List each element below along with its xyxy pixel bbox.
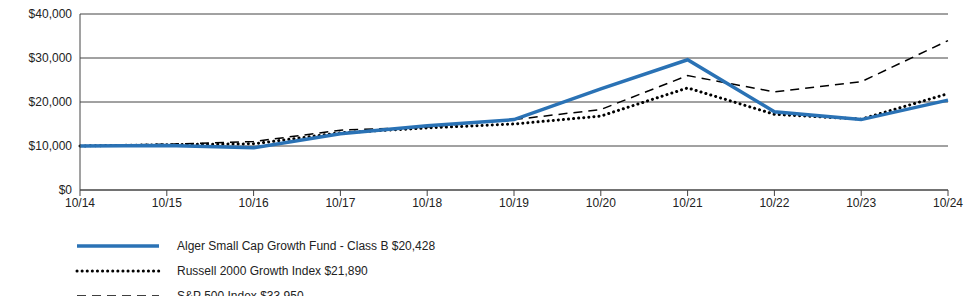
svg-text:10/19: 10/19 xyxy=(499,196,529,210)
svg-text:10/20: 10/20 xyxy=(586,196,616,210)
svg-text:$40,000: $40,000 xyxy=(29,8,73,21)
svg-text:10/18: 10/18 xyxy=(412,196,442,210)
svg-text:10/24: 10/24 xyxy=(933,196,963,210)
svg-text:$20,000: $20,000 xyxy=(29,95,73,109)
svg-text:$0: $0 xyxy=(59,183,73,197)
svg-text:10/15: 10/15 xyxy=(152,196,182,210)
svg-text:$30,000: $30,000 xyxy=(29,51,73,65)
html-text:Russell 2000 Growth Index $21,: Russell 2000 Growth Index $21,890 xyxy=(177,263,368,278)
html-text:Alger Small Cap Growth Fund -: Alger Small Cap Growth Fund - Class B $2… xyxy=(177,238,436,253)
svg-text:10/22: 10/22 xyxy=(759,196,789,210)
svg-text:10/16: 10/16 xyxy=(239,196,269,210)
svg-text:$10,000: $10,000 xyxy=(29,139,73,153)
svg-text:10/21: 10/21 xyxy=(673,196,703,210)
html-text:S&P 500 Index $33,950: S&P 500 Index $33,950 xyxy=(177,288,304,303)
svg-text:10/23: 10/23 xyxy=(846,196,876,210)
svg-text:10/14: 10/14 xyxy=(65,196,95,210)
svg-text:10/17: 10/17 xyxy=(325,196,355,210)
